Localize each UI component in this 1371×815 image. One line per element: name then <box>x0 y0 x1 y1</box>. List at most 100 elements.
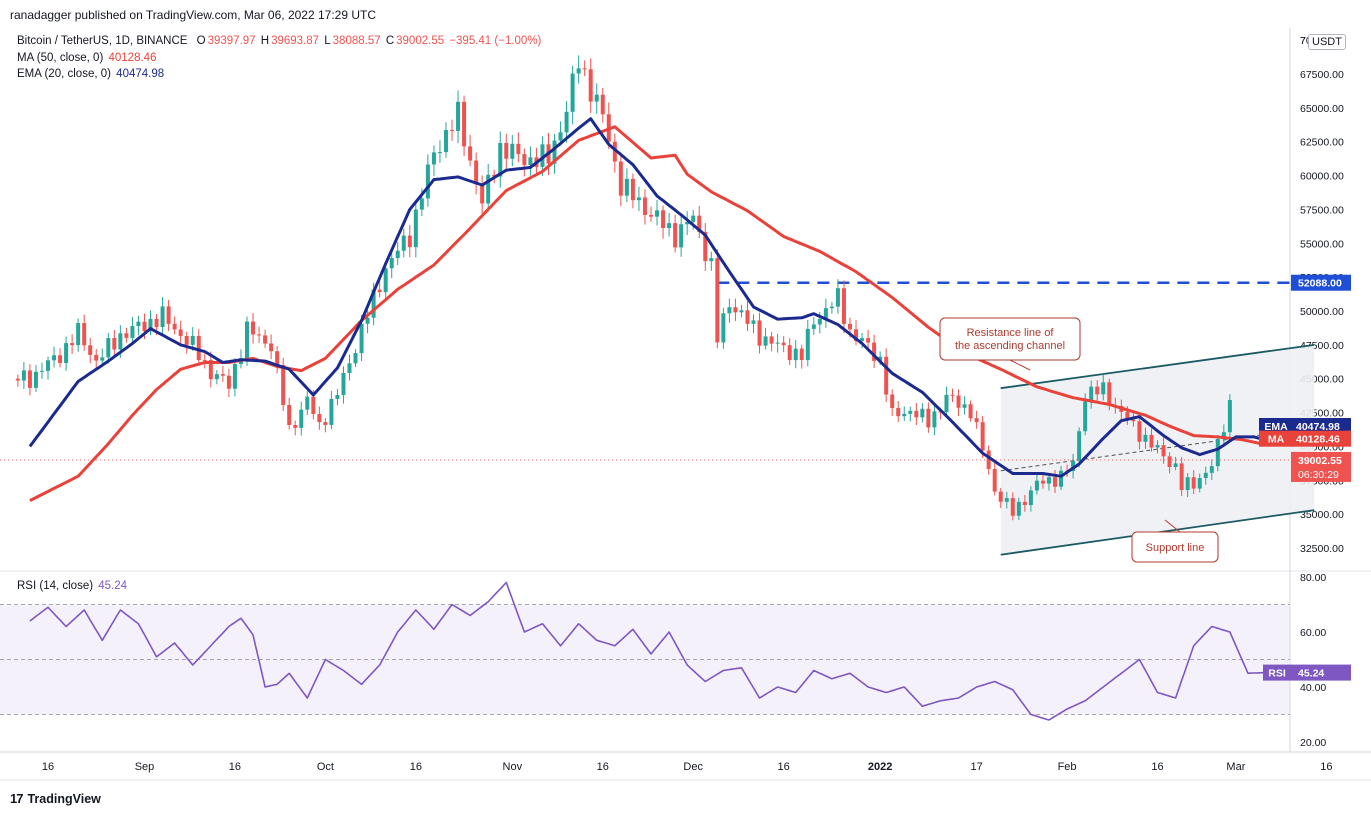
rsi-line <box>29 581 1267 721</box>
candle-body <box>1167 456 1172 468</box>
ema-legend[interactable]: EMA (20, close, 0) 40474.98 <box>17 68 164 80</box>
candle-body <box>462 101 467 147</box>
candle-body <box>878 356 883 361</box>
candle-body <box>1191 477 1196 489</box>
candle-body <box>142 321 147 332</box>
currency-button[interactable]: USDT <box>1308 34 1346 50</box>
candle-body <box>564 111 569 133</box>
candle-body <box>299 409 304 428</box>
candle-body <box>335 395 340 399</box>
candle-body <box>847 323 852 330</box>
candle-body <box>58 355 63 363</box>
candle-body <box>365 317 370 324</box>
candle-body <box>787 345 792 361</box>
high-label: H <box>260 35 270 47</box>
ma-legend-value: 40128.46 <box>108 52 157 64</box>
candle-body <box>425 164 430 199</box>
candle-body <box>914 410 919 418</box>
candle-body <box>281 364 286 405</box>
ema-value-text: 40474.98 <box>1296 421 1340 433</box>
ma-name-text: MA <box>1268 434 1285 446</box>
rsi-name-text: RSI <box>1268 668 1286 680</box>
time-tick-label: 16 <box>597 761 609 773</box>
rsi-value-tag <box>1291 664 1351 681</box>
candle-body <box>673 223 678 248</box>
price-tick-label: 57500.00 <box>1300 204 1344 216</box>
candle-body <box>94 354 99 361</box>
candle-body <box>1004 498 1009 502</box>
candle-body <box>383 268 388 293</box>
candle-body <box>220 374 225 376</box>
candle-body <box>172 323 177 330</box>
rsi-tick-label: 60.00 <box>1300 627 1326 639</box>
candle-body <box>781 342 786 346</box>
candle-body <box>311 396 316 414</box>
current-price-tag <box>1291 451 1351 482</box>
candle-body <box>1143 434 1148 442</box>
candle-body <box>817 318 822 325</box>
candle-body <box>21 370 26 381</box>
candle-body <box>214 374 219 380</box>
rsi-legend[interactable]: RSI (14, close) 45.24 <box>17 580 127 592</box>
candle-body <box>992 469 997 492</box>
candle-body <box>745 310 750 324</box>
low-label: L <box>324 35 331 47</box>
candle-body <box>377 289 382 293</box>
candle-body <box>944 394 949 413</box>
rsi-tick-label: 80.00 <box>1300 572 1326 584</box>
candle-body <box>124 333 129 338</box>
price-tick-label: 60000.00 <box>1300 171 1344 183</box>
candle-body <box>166 306 171 324</box>
rsi-legend-value: 45.24 <box>98 580 128 592</box>
close-label: C <box>385 35 395 47</box>
current-price-text: 39002.55 <box>1298 455 1342 467</box>
candle-body <box>82 323 87 346</box>
price-tick-label: 62500.00 <box>1300 137 1344 149</box>
candle-body <box>33 371 38 388</box>
symbol-legend[interactable]: Bitcoin / TetherUS, 1D, BINANCE O 39397.9… <box>17 35 543 47</box>
candle-body <box>1071 460 1076 472</box>
candle-body <box>1161 445 1166 457</box>
open-value: 39397.97 <box>207 35 256 47</box>
candle-body <box>130 326 135 338</box>
candle-body <box>257 334 262 336</box>
ma-legend[interactable]: MA (50, close, 0) 40128.46 <box>17 52 156 64</box>
time-tick-label: Mar <box>1226 761 1245 773</box>
candle-body <box>202 359 207 361</box>
ma-value-tag <box>1291 430 1351 447</box>
rsi-tick-label: 20.00 <box>1300 737 1326 749</box>
candle-body <box>1107 382 1112 406</box>
candle-body <box>136 321 141 327</box>
candle-body <box>329 398 334 425</box>
candle-body <box>793 348 798 361</box>
candle-body <box>1131 419 1136 422</box>
candle-body <box>757 320 762 346</box>
ema-name-text: EMA <box>1264 421 1288 433</box>
candle-body <box>27 370 32 388</box>
time-tick-label: 16 <box>410 761 422 773</box>
candle-body <box>88 345 93 355</box>
tradingview-footer[interactable]: 17 TradingView <box>10 791 101 806</box>
support-annotation-text: Support line <box>1146 542 1205 554</box>
candle-body <box>413 209 418 248</box>
support-annotation-box <box>1131 531 1219 563</box>
candle-body <box>1215 438 1220 467</box>
candle-body <box>1040 480 1045 484</box>
candle-body <box>118 333 123 350</box>
candle-body <box>474 160 479 185</box>
candle-body <box>15 378 20 381</box>
low-value: 38088.57 <box>332 35 381 47</box>
candle-body <box>986 450 991 470</box>
candle-body <box>401 235 406 251</box>
candle-body <box>890 394 895 408</box>
candle-body <box>323 422 328 425</box>
candle-body <box>1185 477 1190 491</box>
countdown-text: 06:30:29 <box>1298 469 1339 481</box>
time-tick-label: 16 <box>778 761 790 773</box>
candle-body <box>371 289 376 318</box>
candle-body <box>600 94 605 115</box>
candle-body <box>679 224 684 248</box>
candle-body <box>232 364 237 389</box>
time-tick-label: 16 <box>42 761 54 773</box>
